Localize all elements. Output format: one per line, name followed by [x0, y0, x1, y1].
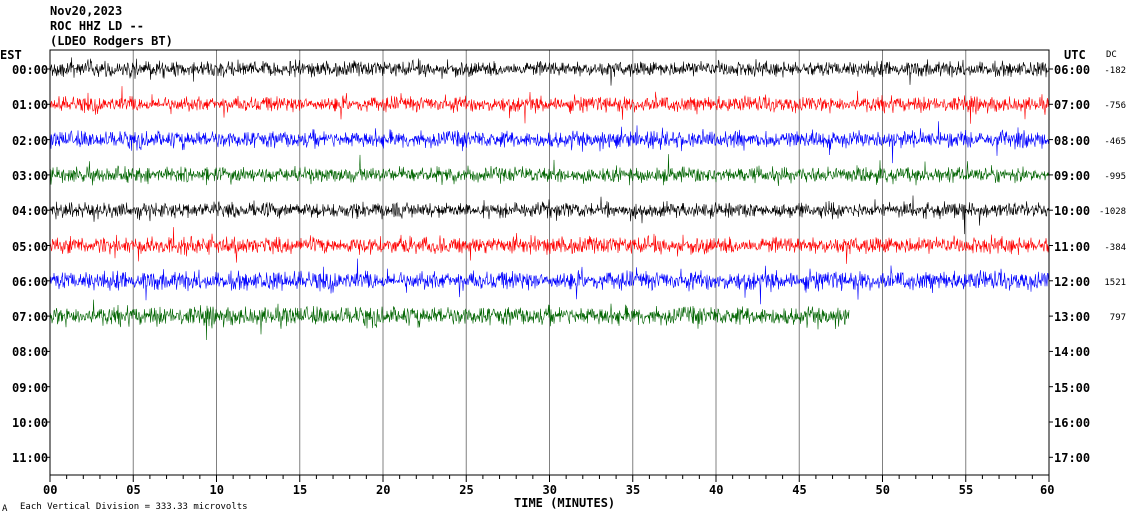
left-timezone-label: EST	[0, 48, 22, 62]
dc-offset-label: -756	[1104, 101, 1127, 112]
x-tick-label: 55	[958, 483, 974, 497]
x-tick-label: 10	[209, 483, 224, 497]
utc-row-label: 15:00	[1054, 380, 1091, 395]
est-row-label: 05:00	[12, 239, 49, 254]
vertical-division-note: Each Vertical Division = 333.33 microvol…	[20, 502, 248, 512]
x-tick-label: 50	[875, 483, 890, 497]
x-tick-label: 25	[459, 483, 474, 497]
x-tick-label: 40	[709, 483, 724, 497]
est-row-label: 11:00	[12, 451, 49, 466]
trace-row-4	[49, 195, 1050, 235]
footer-mark: A	[2, 504, 8, 514]
x-tick-label: 60	[1040, 483, 1055, 497]
trace-row-3	[49, 154, 1050, 187]
trace-row-2	[49, 121, 1050, 164]
trace-row-1	[49, 86, 1050, 124]
est-row-label: 07:00	[12, 310, 49, 325]
grid-lines	[132, 50, 967, 475]
est-row-label: 00:00	[12, 63, 49, 77]
x-tick-label: 00	[43, 483, 58, 497]
dc-offset-label: 797	[1109, 313, 1127, 324]
x-tick-label: 30	[542, 483, 557, 497]
trace-row-0	[49, 57, 1050, 86]
utc-row-label: 14:00	[1054, 345, 1091, 360]
x-tick-label: 35	[625, 483, 641, 497]
dc-offset-label: -1028	[1099, 207, 1127, 218]
est-row-label: 08:00	[12, 345, 49, 360]
utc-row-label: 07:00	[1054, 98, 1091, 113]
est-row-label: 09:00	[12, 380, 49, 395]
est-row-label: 04:00	[12, 204, 49, 219]
dc-offset-label: -384	[1104, 242, 1127, 253]
est-row-label: 03:00	[12, 168, 49, 183]
axis-ticks	[46, 68, 1053, 482]
x-tick-label: 15	[292, 483, 308, 497]
dc-offset-label: -995	[1104, 171, 1127, 182]
dc-offset-label: -465	[1104, 136, 1127, 147]
utc-row-label: 17:00	[1054, 451, 1091, 466]
dc-offset-label: 1521	[1104, 277, 1127, 288]
utc-row-label: 09:00	[1054, 168, 1091, 183]
header-date: Nov20,2023	[50, 4, 123, 18]
est-row-label: 01:00	[12, 98, 49, 113]
right-timezone-label: UTC	[1064, 48, 1086, 62]
seismic-traces	[49, 57, 1050, 341]
x-axis-title: TIME (MINUTES)	[514, 496, 616, 510]
est-row-label: 02:00	[12, 133, 49, 148]
header-source: (LDEO Rodgers BT)	[50, 34, 173, 48]
x-tick-label: 45	[792, 483, 807, 497]
trace-row-7	[49, 299, 850, 341]
x-tick-label: 05	[126, 483, 141, 497]
utc-row-label: 06:00	[1054, 63, 1091, 77]
trace-row-6	[49, 258, 1050, 305]
x-tick-label: 20	[376, 483, 391, 497]
header-station: ROC HHZ LD --	[50, 19, 144, 33]
est-row-label: 10:00	[12, 416, 49, 430]
dc-header-label: DC	[1106, 50, 1117, 60]
utc-row-label: 13:00	[1054, 310, 1091, 325]
utc-row-label: 10:00	[1054, 204, 1091, 219]
utc-row-label: 08:00	[1054, 133, 1091, 148]
utc-row-label: 12:00	[1054, 274, 1091, 289]
est-row-label: 06:00	[12, 274, 49, 289]
dc-offset-label: -182	[1104, 66, 1127, 76]
utc-row-label: 16:00	[1054, 416, 1091, 430]
utc-row-label: 11:00	[1054, 239, 1091, 254]
trace-row-5	[49, 227, 1050, 264]
